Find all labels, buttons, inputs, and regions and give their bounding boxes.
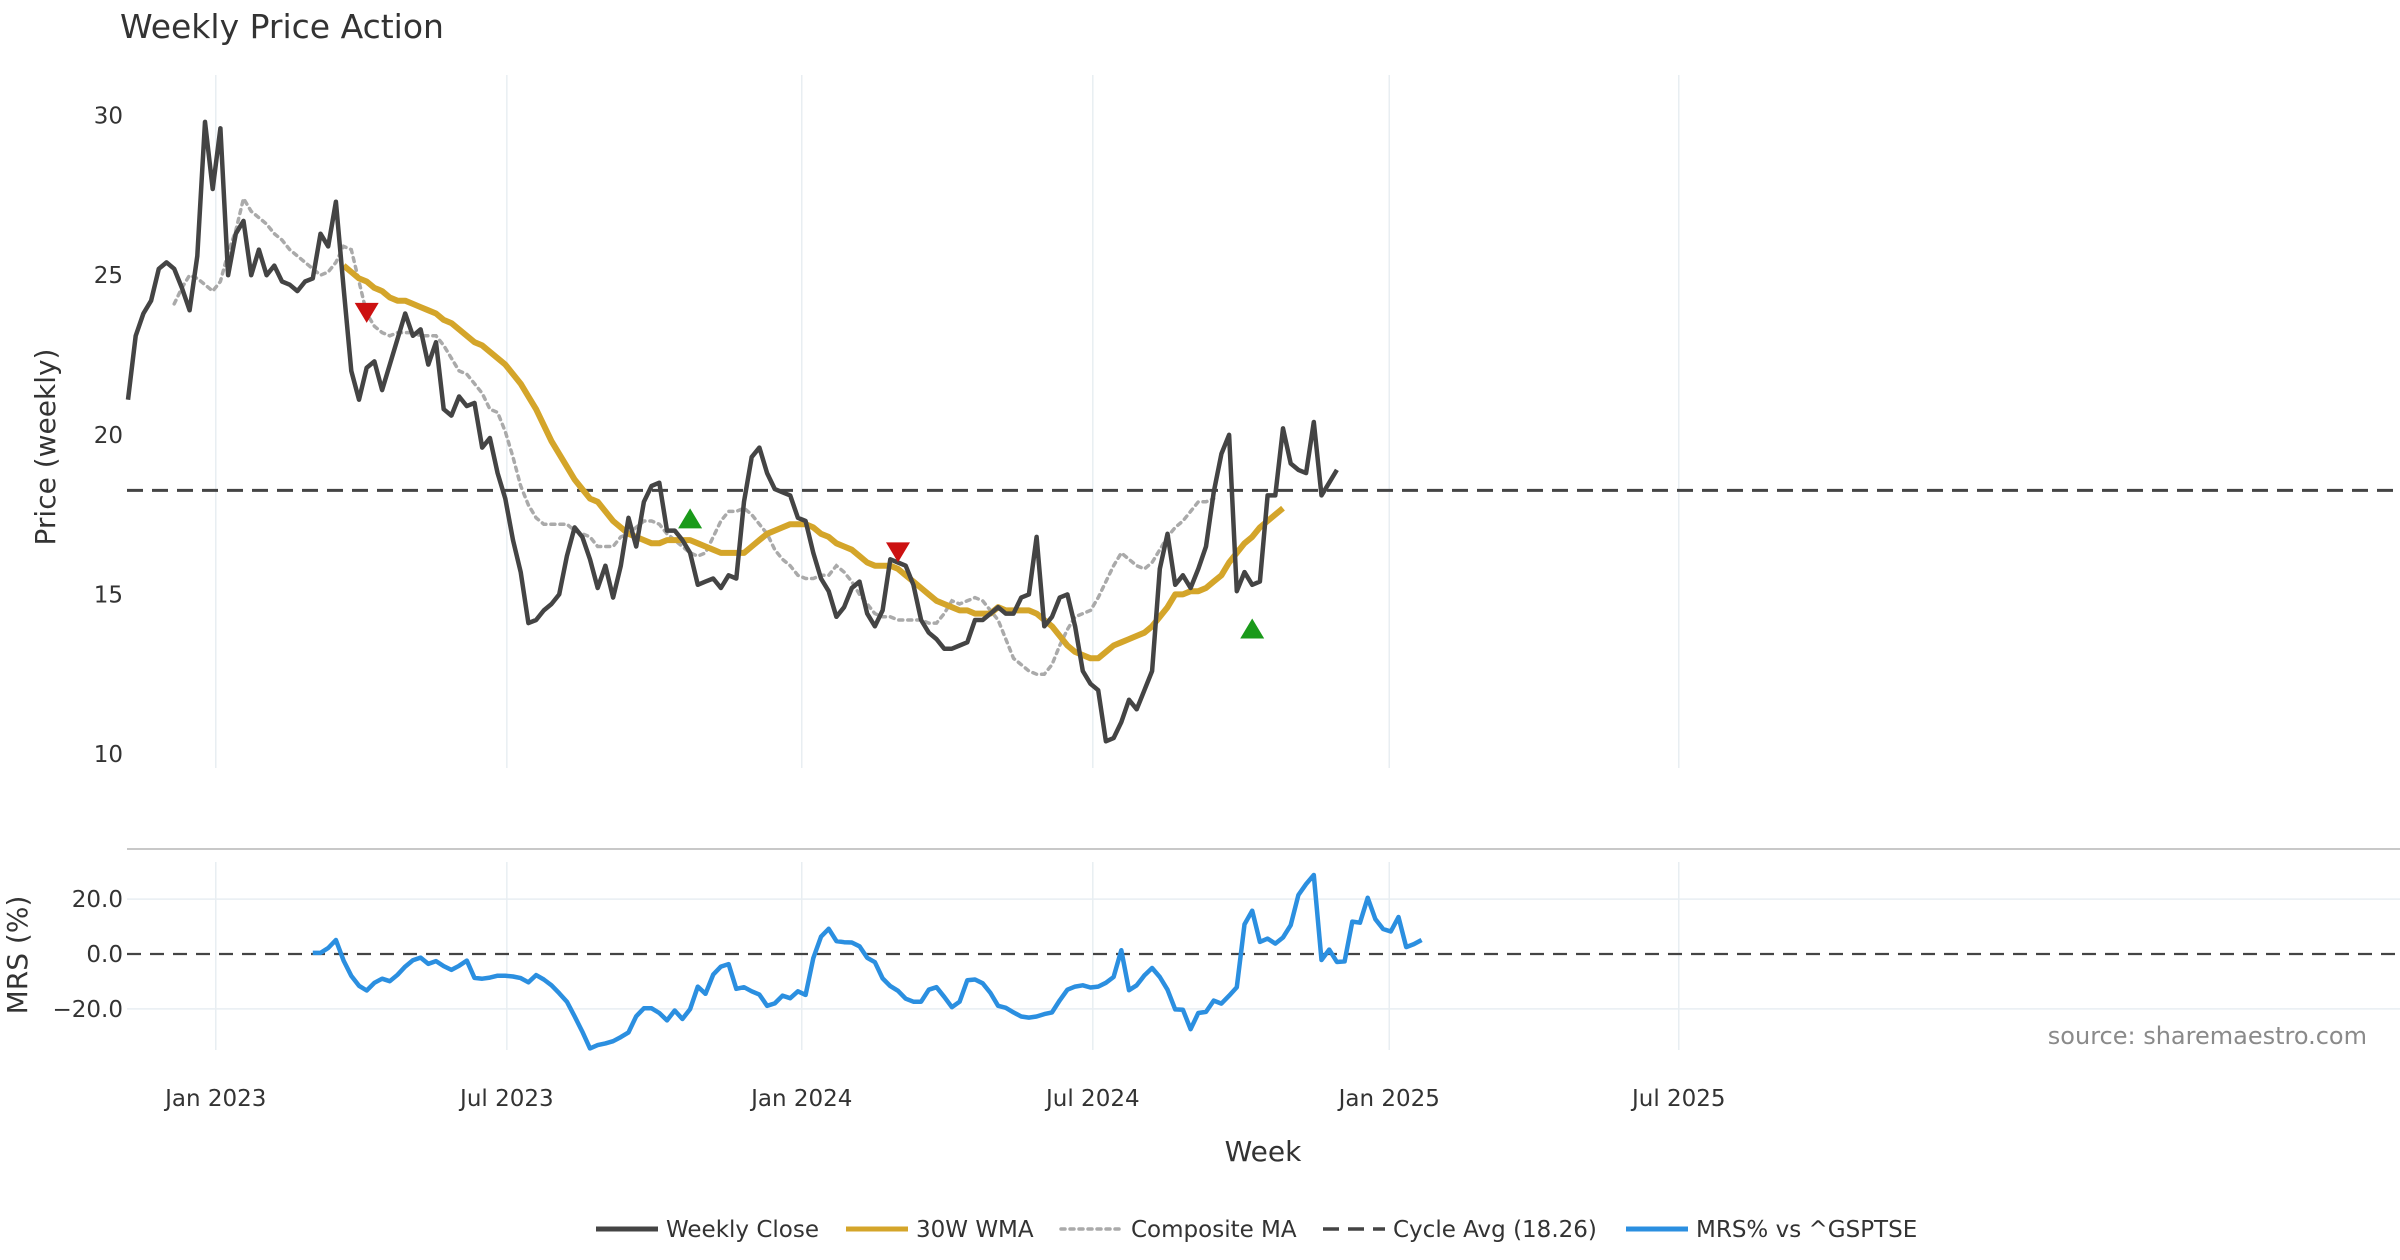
legend-label: MRS% vs ^GSPTSE: [1696, 1217, 1917, 1243]
mrs-panel: 20.0 0.0 −20.0 MRS (%) source: sharemaestr…: [1, 848, 2400, 1051]
signal-markers: [354, 302, 1265, 639]
mrs-y-tick-label: 0.0: [86, 942, 123, 968]
weekly-close-line: [125, 119, 1339, 744]
mrs-y-tick-label: −20.0: [53, 997, 123, 1023]
mrs-y-ticks: 20.0 0.0 −20.0: [53, 887, 2400, 1023]
price-y-tick-label: 20: [94, 423, 123, 449]
x-tick-label: Jan 2024: [749, 1086, 852, 1112]
price-y-label: Price (weekly): [29, 349, 62, 546]
x-tick-label: Jul 2024: [1044, 1086, 1140, 1112]
vertical-gridlines: [215, 75, 1680, 1050]
price-y-ticks: 10 15 20 25 30: [94, 104, 123, 768]
mrs-y-tick-label: 20.0: [72, 887, 123, 913]
x-ticks: Jan 2023 Jul 2023 Jan 2024 Jul 2024 Jan 2025…: [163, 1086, 1725, 1112]
legend-label: 30W WMA: [916, 1217, 1034, 1243]
legend-label: Weekly Close: [666, 1217, 819, 1243]
price-y-tick-label: 25: [94, 263, 123, 289]
price-panel: 10 15 20 25 30 Price (weekly): [29, 104, 2400, 768]
mrs-y-label: MRS (%): [1, 896, 34, 1015]
composite-ma-line: [172, 193, 1216, 676]
x-tick-label: Jul 2023: [458, 1086, 554, 1112]
mrs-line: [312, 872, 1423, 1051]
sell-signal-marker: [354, 302, 379, 323]
x-tick-label: Jul 2025: [1630, 1086, 1726, 1112]
sell-signal-marker: [886, 542, 910, 563]
wma-30-line: [341, 263, 1285, 662]
price-y-tick-label: 15: [94, 582, 123, 608]
buy-signal-marker: [1240, 618, 1265, 639]
x-tick-label: Jan 2025: [1337, 1086, 1440, 1112]
chart-title: Weekly Price Action: [120, 7, 444, 46]
price-y-tick-label: 10: [94, 742, 123, 768]
legend: Weekly Close 30W WMA Composite MA Cycle Avg…: [596, 1217, 1917, 1243]
price-y-tick-label: 30: [94, 104, 123, 130]
legend-label: Composite MA: [1131, 1217, 1297, 1243]
x-tick-label: Jan 2023: [163, 1086, 266, 1112]
x-axis-label: Week: [1225, 1135, 1302, 1168]
source-label: source: sharemaestro.com: [2048, 1022, 2367, 1050]
buy-signal-marker: [678, 508, 703, 529]
legend-label: Cycle Avg (18.26): [1393, 1217, 1597, 1243]
